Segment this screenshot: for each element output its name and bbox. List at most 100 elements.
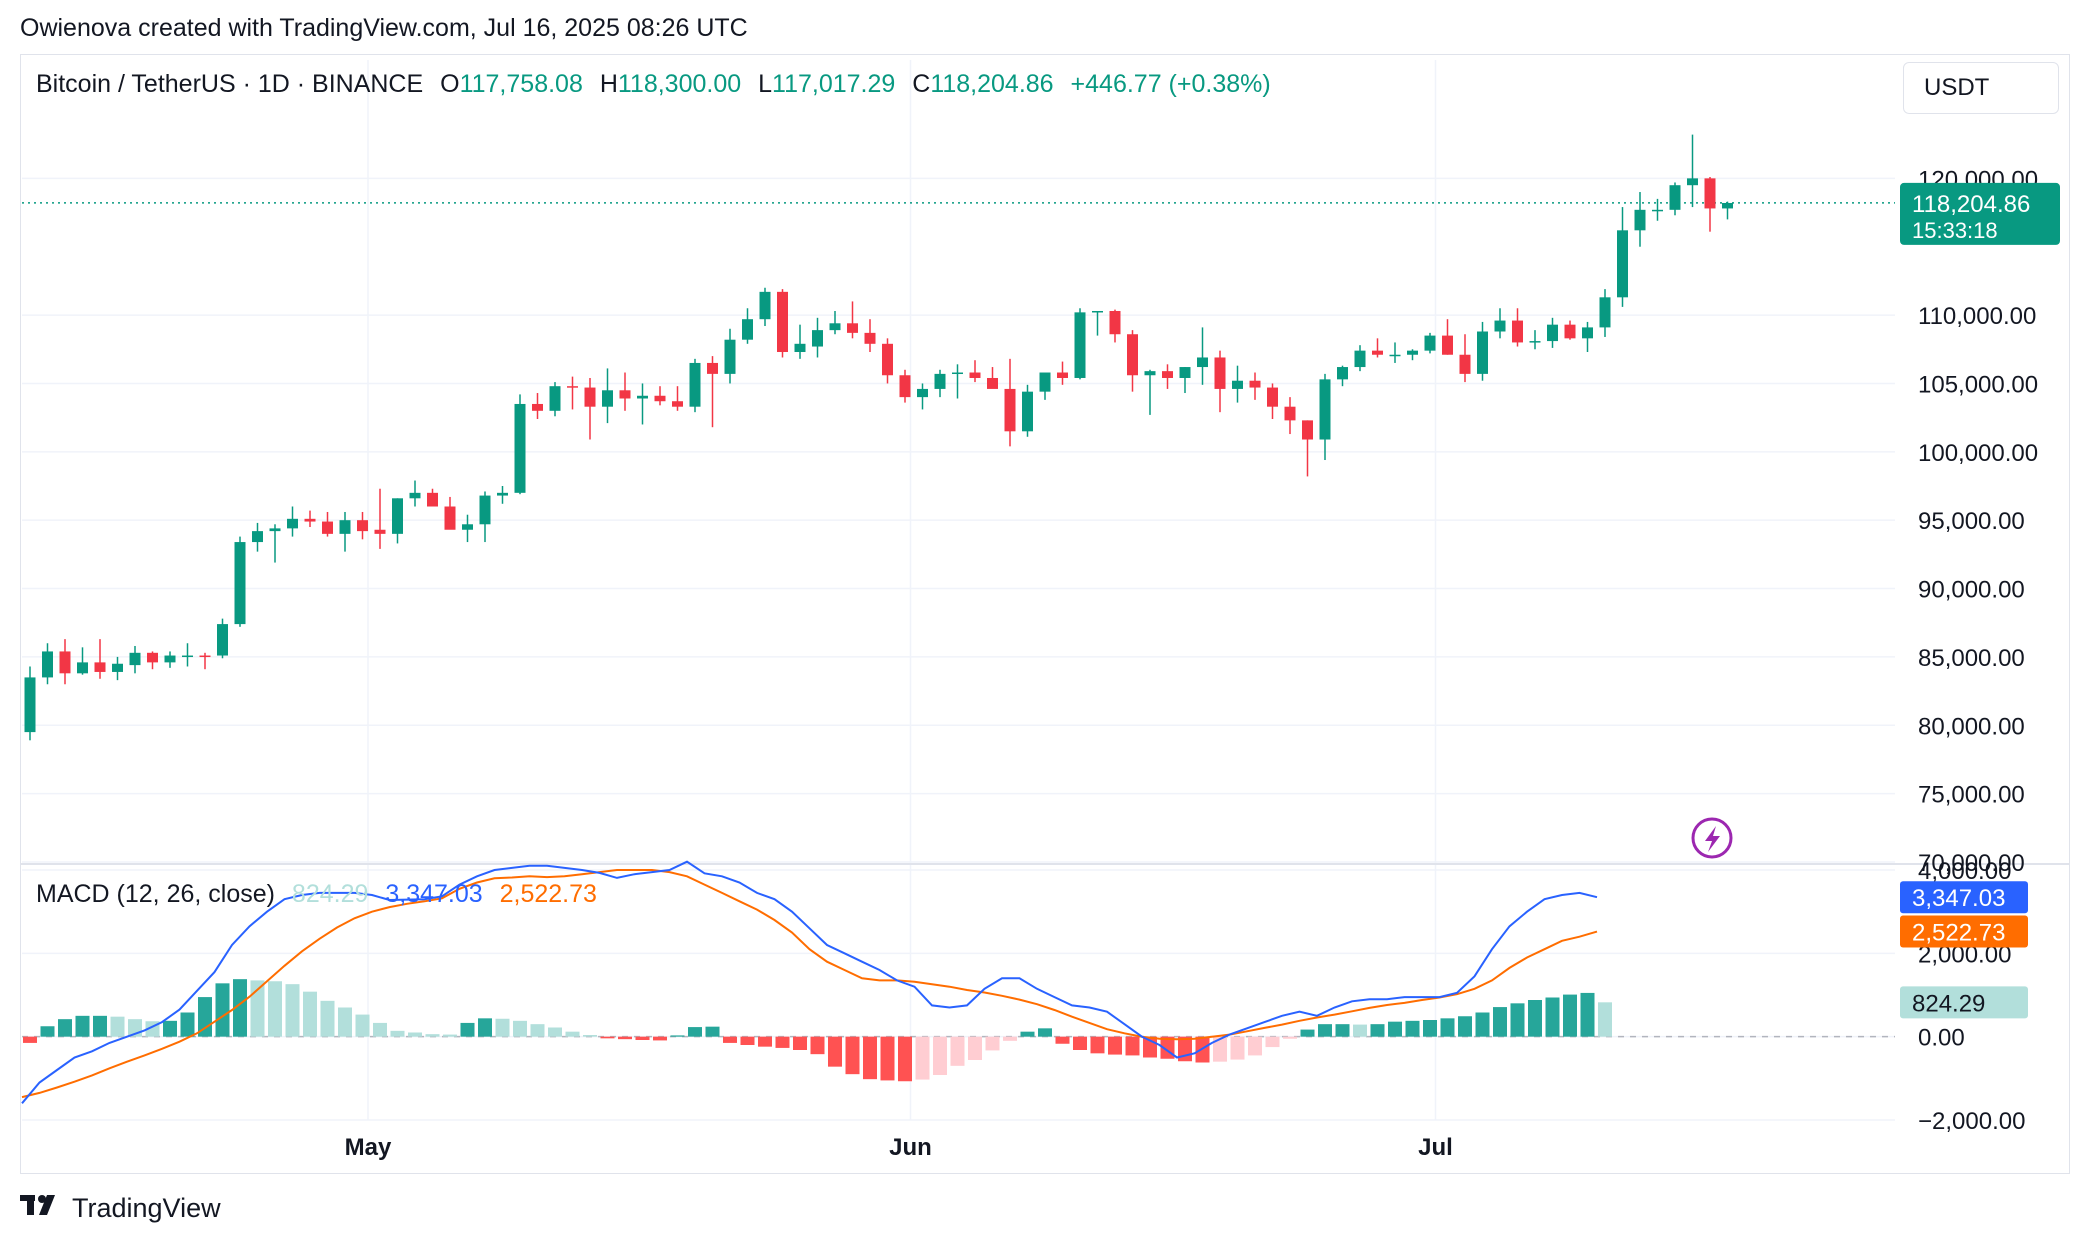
candle-body	[94, 662, 106, 672]
macd-histogram-bar	[1335, 1024, 1350, 1037]
macd-histogram-bar	[810, 1036, 825, 1055]
macd-histogram-bar	[1125, 1036, 1140, 1056]
macd-histogram-bar	[373, 1022, 387, 1037]
price-axis-tick-label: 110,000.00	[1918, 303, 2036, 330]
macd-histogram-bar	[93, 1015, 107, 1037]
macd-signal-line	[21, 869, 1598, 1099]
candle-body	[847, 323, 858, 333]
symbol-name[interactable]: Bitcoin / TetherUS · 1D · BINANCE	[36, 70, 424, 98]
candle-body	[1372, 350, 1383, 355]
macd-histogram-bar	[1598, 1002, 1612, 1037]
candle-body	[1197, 357, 1208, 368]
price-axis-tick-label: 70,000.00	[1918, 850, 2025, 877]
candle-body	[444, 506, 456, 530]
price-tag-countdown: 15:33:18	[1912, 218, 1998, 243]
tradingview-logo-icon	[20, 1192, 64, 1224]
macd-histogram-bar	[1108, 1036, 1122, 1055]
macd-histogram-bar	[1283, 1036, 1297, 1039]
candle-body	[1652, 209, 1663, 212]
candle-body	[759, 291, 771, 320]
macd-histogram-bar	[1300, 1029, 1315, 1037]
candle-body	[322, 521, 333, 534]
open-label: O	[440, 70, 460, 98]
macd-histogram-bar	[618, 1036, 632, 1040]
price-axis-tick-label: 85,000.00	[1918, 645, 2025, 672]
candle-body	[1267, 387, 1278, 407]
macd-histogram-bar	[303, 991, 317, 1037]
macd-histogram-bar	[845, 1036, 860, 1075]
macd-histogram-bar	[705, 1026, 720, 1037]
candle-body	[252, 531, 263, 543]
macd-histogram-bar	[1073, 1036, 1087, 1050]
macd-histogram-bar	[688, 1027, 702, 1037]
candle-body	[1599, 297, 1611, 328]
macd-histogram-bar	[1318, 1024, 1332, 1037]
macd-histogram-bar	[530, 1024, 545, 1037]
macd-histogram-bar	[1055, 1036, 1070, 1044]
macd-histogram-bar	[548, 1027, 562, 1037]
macd-histogram-bar	[898, 1036, 912, 1082]
macd-histogram-bar	[215, 983, 230, 1037]
candle-body	[724, 339, 736, 374]
lightning-bolt-icon	[1705, 826, 1720, 852]
macd-histogram-bar	[758, 1036, 772, 1047]
macd-signal-tag-box	[1900, 915, 2028, 948]
macd-histogram-bar	[863, 1036, 877, 1080]
macd-histogram-bar	[1265, 1036, 1280, 1048]
macd-signal-value: 2,522.73	[499, 880, 597, 908]
macd-histogram-bar	[653, 1036, 667, 1041]
candle-body	[1407, 350, 1418, 355]
candle-body	[1022, 391, 1033, 432]
macd-histogram-bar	[985, 1036, 1000, 1051]
candle-body	[1144, 371, 1156, 376]
candle-body	[1529, 341, 1541, 343]
candle-body	[462, 524, 473, 530]
macd-histogram-bar	[75, 1015, 90, 1037]
candle-body	[269, 528, 281, 532]
candle-body	[1284, 406, 1296, 421]
macd-histogram-bar	[880, 1036, 895, 1081]
candle-body	[1442, 335, 1453, 355]
candle-body	[1214, 357, 1226, 389]
candle-body	[1564, 324, 1576, 339]
candle-body	[1319, 379, 1331, 440]
time-axis-label: Jul	[1418, 1134, 1453, 1161]
lightning-icon	[1691, 817, 1733, 859]
candle-body	[1617, 230, 1628, 298]
price-axis-tick-label: 90,000.00	[1918, 577, 2025, 604]
macd-histogram-bar	[1528, 1000, 1542, 1037]
footer-brand[interactable]: TradingView	[20, 1192, 221, 1224]
candle-body	[829, 323, 841, 331]
candle-body	[1127, 334, 1138, 376]
macd-histogram-bar	[1563, 994, 1577, 1037]
symbol-legend: Bitcoin / TetherUS · 1D · BINANCE O117,7…	[36, 70, 1271, 99]
close-value: 118,204.86	[930, 70, 1054, 98]
macd-histogram-bar	[58, 1019, 72, 1037]
candle-body	[1337, 367, 1348, 380]
currency-selector[interactable]: USDT	[1903, 62, 2059, 114]
macd-histogram-bar	[478, 1018, 492, 1037]
macd-histogram-bar	[828, 1036, 842, 1067]
candle-body	[567, 386, 578, 388]
candle-body	[584, 387, 596, 407]
candle-body	[409, 492, 421, 499]
macd-histogram-bar	[1230, 1036, 1245, 1060]
candle-body	[1039, 372, 1051, 392]
macd-histogram-bar	[1388, 1021, 1402, 1037]
candle-body	[549, 386, 561, 411]
macd-line	[21, 860, 1598, 1104]
candle-body	[1512, 320, 1523, 343]
candle-body	[199, 655, 211, 658]
footer-brand-label: TradingView	[72, 1192, 221, 1223]
open-value: 117,758.08	[459, 70, 583, 98]
candle-body	[164, 655, 176, 663]
macd-axis-tick-label: 4,000.00	[1918, 858, 2011, 885]
high-label: H	[599, 70, 618, 98]
macd-title[interactable]: MACD (12, 26, close)	[36, 880, 275, 908]
candle-body	[427, 492, 438, 507]
candle-body	[637, 395, 648, 399]
macd-axis-tick-label: −2,000.00	[1918, 1108, 2025, 1135]
macd-histogram-bar	[740, 1036, 755, 1045]
change-value: +446.77 (+0.38%)	[1070, 70, 1271, 98]
